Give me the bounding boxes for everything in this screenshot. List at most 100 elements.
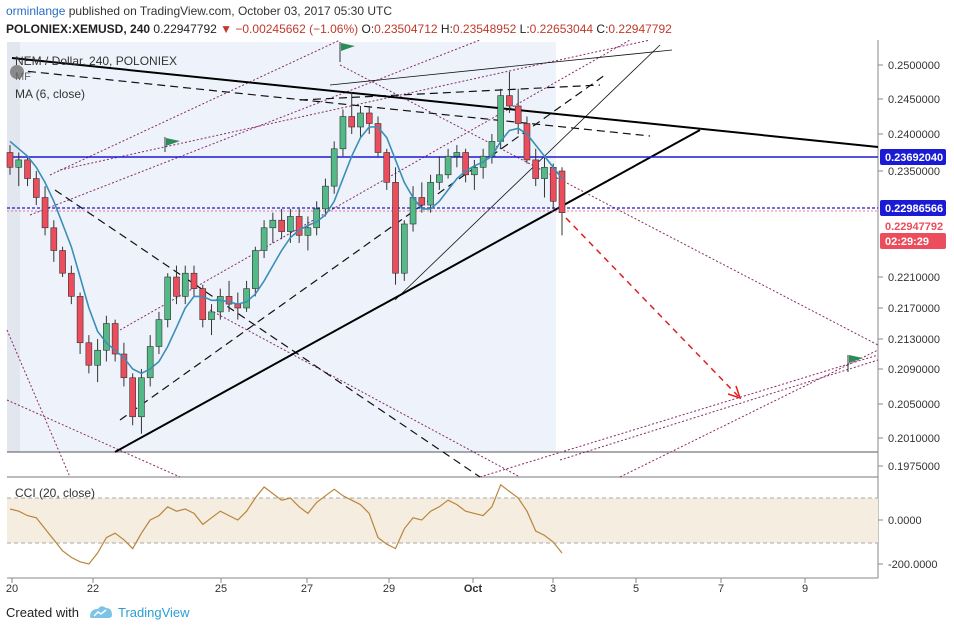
candle bbox=[94, 339, 101, 383]
time-tick-label: 3 bbox=[550, 583, 556, 595]
time-tick-label: Oct bbox=[464, 583, 483, 595]
price-tick-label: 0.2090000 bbox=[888, 364, 940, 376]
candle bbox=[330, 141, 338, 194]
candle bbox=[120, 342, 128, 387]
price-tick-label: 0.2170000 bbox=[888, 303, 940, 315]
tradingview-link[interactable]: TradingView bbox=[118, 605, 190, 620]
candle bbox=[444, 148, 452, 179]
candle bbox=[199, 284, 207, 328]
close-value: 0.22947792 bbox=[608, 22, 672, 36]
cci-line bbox=[9, 483, 563, 565]
candle bbox=[6, 145, 14, 175]
candle bbox=[41, 186, 49, 236]
candle bbox=[313, 201, 320, 236]
candle bbox=[24, 156, 31, 187]
candle bbox=[103, 315, 110, 362]
thin-trend-lines bbox=[329, 44, 673, 301]
price-labels: 0.23692040 0.22986566 0.22947792 02:29:29 bbox=[880, 149, 946, 249]
time-axis[interactable]: 20 22 25 27 29 Oct 3 5 7 9 bbox=[6, 578, 808, 595]
candle bbox=[129, 373, 136, 426]
selection-shade bbox=[20, 42, 556, 452]
symbol-label[interactable]: POLONIEX:XEMUSD, 240 bbox=[6, 22, 151, 36]
publish-info: orminlange published on TradingView.com,… bbox=[6, 4, 392, 18]
header-bar: orminlange published on TradingView.com,… bbox=[0, 0, 954, 40]
candle bbox=[558, 167, 566, 236]
time-tick-label: 7 bbox=[718, 583, 724, 595]
flag-icon-2 bbox=[339, 42, 355, 62]
candle bbox=[32, 171, 40, 206]
low-label: L: bbox=[519, 22, 530, 36]
candle bbox=[506, 71, 513, 113]
high-label: H: bbox=[440, 22, 453, 36]
price-chart[interactable]: NEM / Dollar, 240, POLONIEX MF MA (6, cl… bbox=[0, 40, 954, 598]
candle bbox=[541, 156, 548, 198]
settings-dot-icon[interactable] bbox=[10, 65, 24, 79]
candle bbox=[365, 106, 373, 134]
legend-mf: MF bbox=[15, 71, 31, 83]
ma-line bbox=[9, 126, 563, 375]
close-label: C: bbox=[596, 22, 609, 36]
candle bbox=[453, 145, 461, 168]
legend-title: NEM / Dollar, 240, POLONIEX bbox=[15, 54, 177, 68]
change-value: −0.00245662 (−1.06%) bbox=[235, 22, 359, 36]
candle bbox=[418, 182, 426, 213]
down-arrow-icon: ▼ bbox=[220, 22, 233, 36]
high-value: 0.23548952 bbox=[452, 22, 517, 36]
legend-ma: MA (6, close) bbox=[15, 87, 85, 101]
candle bbox=[400, 220, 408, 281]
candles-layer[interactable] bbox=[6, 71, 566, 434]
candle bbox=[76, 292, 84, 354]
candle bbox=[164, 273, 172, 328]
time-tick-label: 29 bbox=[383, 583, 395, 595]
candle bbox=[146, 335, 154, 387]
candle bbox=[68, 265, 75, 305]
price-tick-label: 0.1975000 bbox=[888, 461, 940, 473]
author-link[interactable]: orminlange bbox=[6, 4, 66, 18]
time-tick-label: 20 bbox=[6, 583, 18, 595]
candle bbox=[462, 148, 469, 183]
candle bbox=[304, 216, 312, 251]
price-label-horizontal-line: 0.22986566 bbox=[880, 200, 946, 216]
candle bbox=[111, 319, 119, 362]
time-tick-label: 22 bbox=[87, 583, 99, 595]
publish-text: published on TradingView.com, October 03… bbox=[68, 4, 393, 18]
price-axis[interactable]: 0.2500000 0.2450000 0.2400000 0.2350000 0.22… bbox=[878, 60, 940, 473]
last-price: 0.22947792 bbox=[153, 22, 217, 36]
footer: Created with TradingView bbox=[0, 598, 954, 630]
svg-text:02:29:29: 02:29:29 bbox=[885, 236, 929, 248]
price-tick-label: 0.2500000 bbox=[888, 60, 940, 72]
candle bbox=[85, 335, 93, 374]
price-label-countdown: 02:29:29 bbox=[880, 233, 946, 249]
price-label-horizontal-line: 0.23692040 bbox=[880, 149, 946, 165]
candle bbox=[181, 265, 189, 305]
price-tick-label: 0.2350000 bbox=[888, 166, 940, 178]
flag-icon bbox=[164, 137, 180, 152]
open-label: O: bbox=[361, 22, 375, 36]
low-value: 0.22653044 bbox=[529, 22, 594, 36]
candle bbox=[322, 178, 329, 217]
candle bbox=[278, 208, 285, 240]
candle bbox=[436, 156, 443, 190]
cci-axis: 0.0000 -200.0000 bbox=[878, 515, 938, 571]
candle bbox=[138, 369, 145, 434]
candle bbox=[392, 167, 399, 285]
candle bbox=[471, 159, 478, 190]
price-tick-label: 0.2210000 bbox=[888, 272, 940, 284]
time-tick-label: 9 bbox=[802, 583, 808, 595]
candle bbox=[427, 174, 434, 213]
price-tick-label: 0.2050000 bbox=[888, 399, 940, 411]
candle bbox=[190, 265, 198, 297]
candle bbox=[208, 304, 215, 336]
candle bbox=[225, 280, 233, 312]
candle bbox=[216, 288, 224, 320]
tradingview-logo-icon[interactable] bbox=[88, 604, 114, 622]
candle bbox=[514, 88, 522, 134]
candle bbox=[260, 220, 268, 259]
candle bbox=[532, 148, 540, 187]
candle bbox=[383, 148, 391, 190]
created-with-text: Created with bbox=[6, 605, 79, 620]
candle bbox=[173, 265, 180, 305]
cci-band bbox=[7, 498, 878, 543]
time-tick-label: 25 bbox=[215, 583, 227, 595]
candle bbox=[15, 152, 23, 187]
